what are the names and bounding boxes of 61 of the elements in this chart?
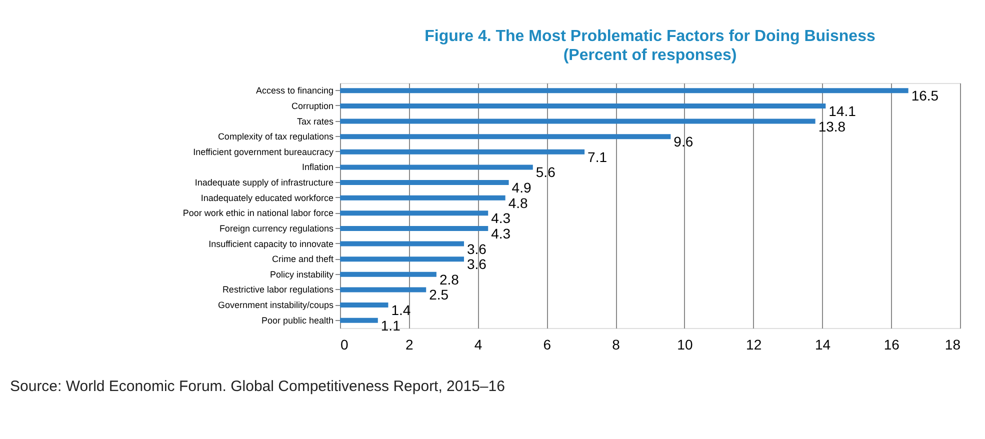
data-label: 9.6	[674, 134, 694, 150]
x-tick-label: 10	[677, 336, 693, 352]
y-tick-label: Complexity of tax regulations	[218, 132, 334, 142]
bar	[340, 226, 488, 231]
bar	[340, 302, 388, 308]
x-tick-label: 4	[474, 336, 482, 352]
y-tick-label: Inefficient government bureaucracy	[193, 146, 334, 157]
bar	[340, 256, 464, 262]
y-tick-label: Government instability/coups	[218, 300, 334, 310]
x-tick-label: 14	[814, 336, 831, 352]
bar	[340, 103, 826, 108]
y-tick-label: Access to financing	[256, 86, 334, 96]
bar	[340, 195, 506, 200]
x-tick-label: 18	[944, 336, 961, 352]
data-label: 13.8	[818, 118, 846, 134]
data-label: 1.1	[380, 317, 401, 334]
bar	[340, 118, 816, 124]
data-label: 2.5	[429, 286, 449, 303]
source-note: Source: World Economic Forum. Global Competitiveness Report, 2015–16	[10, 378, 505, 395]
bar	[340, 149, 585, 154]
y-tick-label: Foreign currency regulations	[219, 223, 334, 234]
data-label: 7.1	[588, 148, 608, 165]
y-tick-label: Corruption	[291, 100, 334, 111]
data-label: 1.4	[391, 302, 411, 318]
data-label: 4.3	[491, 210, 511, 226]
data-label: 16.5	[911, 88, 939, 104]
y-tick-label: Tax rates	[296, 116, 334, 126]
x-tick-label: 8	[612, 336, 620, 352]
y-tick-label: Insufficient capacity to innovate	[208, 238, 334, 249]
y-tick-label: Inadequate supply of infrastructure	[194, 178, 334, 188]
data-label: 5.6	[536, 164, 556, 180]
bar	[340, 180, 509, 186]
data-label: 4.3	[491, 225, 511, 242]
data-label: 3.6	[467, 240, 487, 257]
bar	[340, 287, 426, 292]
x-tick-label: 0	[340, 336, 348, 352]
data-label: 14.1	[828, 102, 856, 119]
y-tick-label: Poor work ethic in national labor force	[182, 208, 334, 218]
y-tick-label: Restrictive labor regulations	[222, 284, 334, 295]
data-label: 4.8	[508, 194, 528, 211]
y-tick-label: Crime and theft	[272, 254, 334, 264]
bar	[340, 134, 671, 140]
data-label: 2.8	[439, 271, 460, 288]
y-tick-label: Policy instability	[270, 269, 334, 280]
y-tick-label: Inadequately educated workforce	[200, 192, 334, 203]
chart-subtitle: (Percent of responses)	[563, 47, 737, 64]
bar	[340, 241, 464, 246]
y-tick-label: Poor public health	[261, 315, 334, 326]
x-tick-label: 2	[405, 336, 414, 352]
x-tick-label: 16	[884, 336, 900, 352]
chart-title: Figure 4. The Most Problematic Factors for Doing Buisness	[424, 28, 876, 45]
data-label: 4.9	[512, 180, 532, 196]
bar	[340, 272, 436, 277]
data-label: 3.6	[467, 256, 487, 272]
x-tick-label: 6	[543, 336, 552, 352]
bar	[340, 210, 488, 216]
bar	[340, 88, 908, 94]
bar	[340, 318, 378, 323]
bar	[340, 164, 533, 170]
x-tick-label: 12	[746, 336, 762, 352]
y-tick-label: Inflation	[302, 162, 334, 172]
